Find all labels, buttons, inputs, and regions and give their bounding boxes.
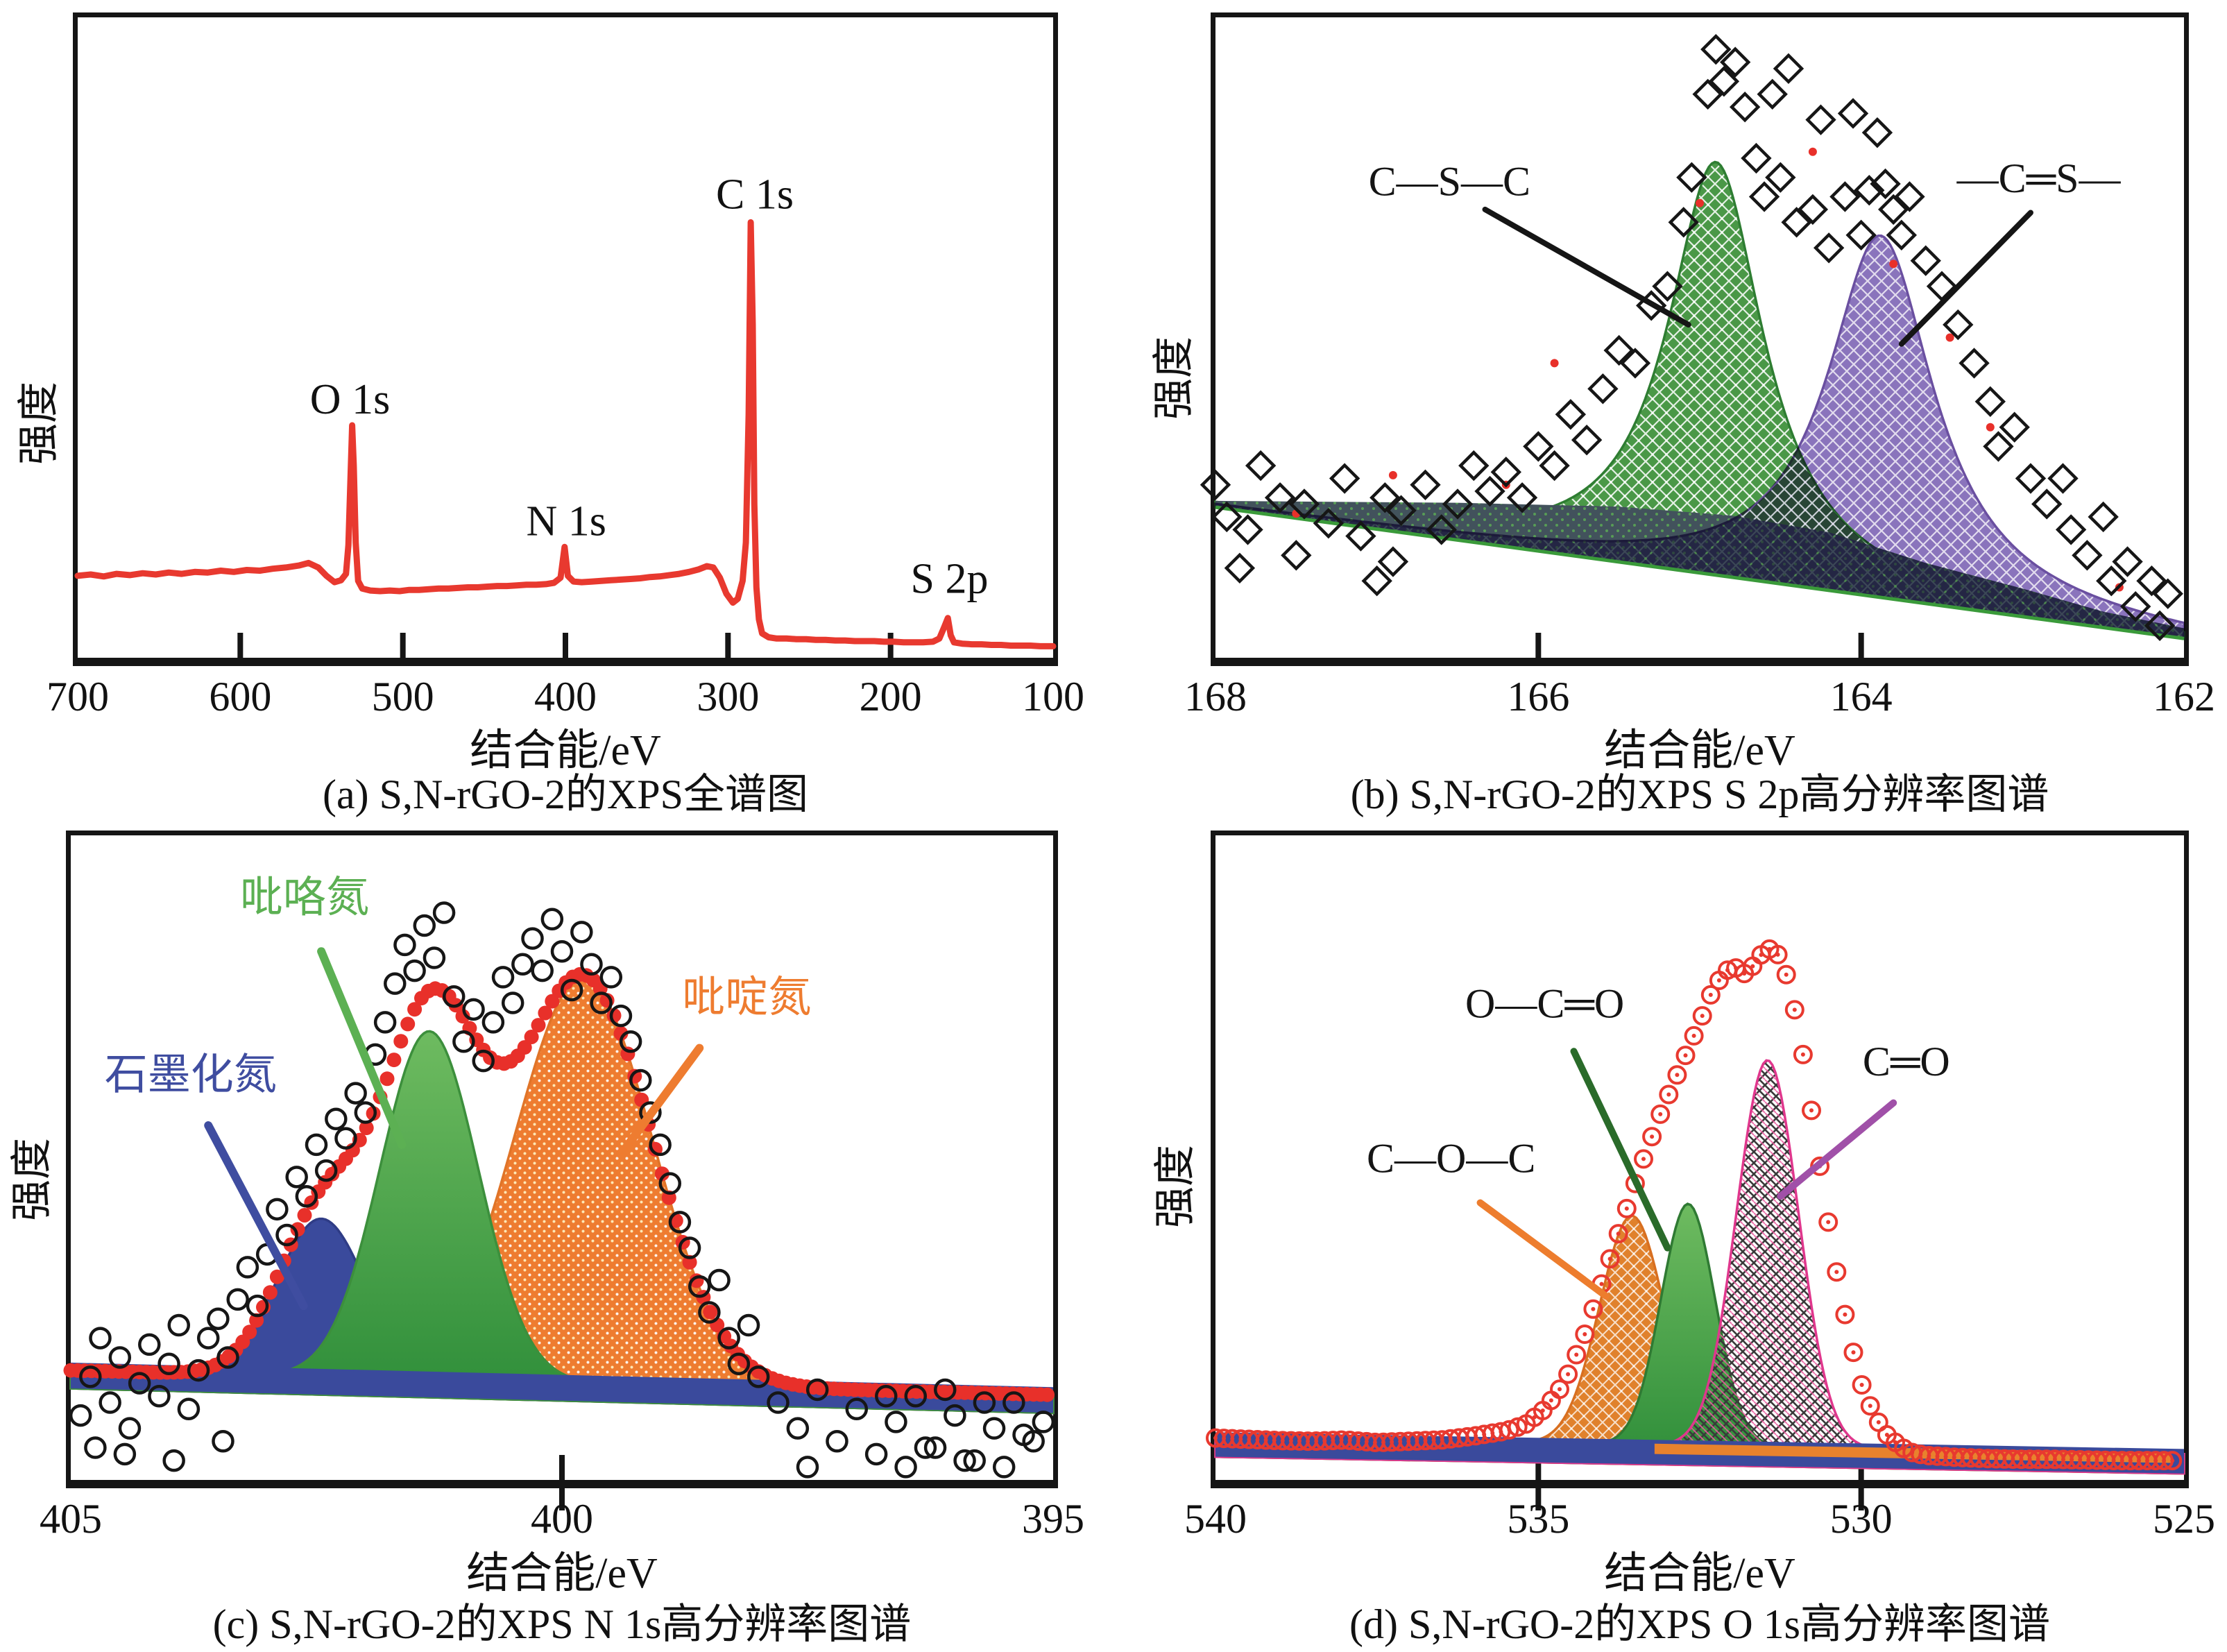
tick-label: 164	[1829, 674, 1893, 719]
tick-label: 400	[534, 674, 597, 719]
annotation-label: C—S—C	[1369, 158, 1530, 204]
tick-label: 530	[1829, 1496, 1893, 1542]
x-axis-label-b: 结合能/eV	[1604, 727, 1795, 774]
tick-label: 300	[697, 674, 760, 719]
annotation-label: 吡啶氮	[682, 974, 811, 1021]
annotation-label: 吡咯氮	[240, 874, 369, 921]
tick-label: 700	[46, 674, 109, 719]
tick-label: 395	[1022, 1496, 1084, 1542]
component-—C═S—	[1214, 234, 2185, 640]
tick-label: 500	[371, 674, 434, 719]
tick-label: 400	[531, 1496, 593, 1542]
plot-area-c: 吡咯氮石墨化氮 吡啶氮	[63, 831, 1058, 1510]
annotation-label: 石墨化氮	[105, 1051, 277, 1098]
component-吡啶氮	[69, 976, 1055, 1415]
caption-c: (c) S,N-rGO-2的XPS N 1s高分辨率图谱	[212, 1601, 912, 1647]
annotation-label: O—C═O	[1465, 981, 1624, 1027]
tick-label: 162	[2153, 674, 2215, 719]
tick-label: 166	[1507, 674, 1570, 719]
caption-d: (d) S,N-rGO-2的XPS O 1s高分辨率图谱	[1349, 1601, 2050, 1647]
annotation-label: C═O	[1863, 1039, 1950, 1084]
tick-label: 100	[1022, 674, 1084, 719]
x-axis-label-c: 结合能/eV	[466, 1550, 658, 1597]
tick-label: 540	[1184, 1496, 1247, 1542]
y-axis-label-c: 强度	[9, 1138, 55, 1221]
chart-canvas-a: O 1s N 1s C 1s S 2p	[74, 171, 1057, 658]
peak-label: O 1s	[310, 376, 390, 423]
caption-a: (a) S,N-rGO-2的XPS全谱图	[323, 772, 808, 817]
peak-label: N 1s	[526, 497, 606, 545]
y-axis-label-d: 强度	[1152, 1145, 1198, 1228]
chart-canvas-b: C—S—C —C═S—	[1200, 33, 2185, 658]
tick-label: 535	[1507, 1496, 1570, 1542]
plot-area-a: O 1s N 1s C 1s S 2p	[73, 12, 1058, 666]
peak-label: S 2p	[911, 555, 989, 602]
x-axis-label-d: 结合能/eV	[1604, 1550, 1795, 1597]
annotation-label: —C═S—	[1956, 155, 2122, 201]
tick-label: 168	[1184, 674, 1247, 719]
y-axis-label-b: 强度	[1151, 337, 1197, 420]
annotation-label: C—O—C	[1367, 1136, 1535, 1182]
chart-canvas-d: O—C═O C—O—C C═O	[1206, 939, 2185, 1510]
y-axis-label-a: 强度	[16, 382, 62, 465]
tick-label: 525	[2153, 1496, 2215, 1542]
tick-label: 200	[859, 674, 922, 719]
plot-area-b: C—S—C —C═S—	[1200, 12, 2189, 666]
tick-label: 600	[209, 674, 272, 719]
plot-area-d: O—C═O C—O—C C═O	[1206, 831, 2189, 1510]
x-axis-label-a: 结合能/eV	[470, 727, 661, 774]
caption-b: (b) S,N-rGO-2的XPS S 2p高分辨率图谱	[1350, 772, 2049, 817]
tick-label: 405	[40, 1496, 102, 1542]
peak-label: C 1s	[716, 171, 794, 219]
